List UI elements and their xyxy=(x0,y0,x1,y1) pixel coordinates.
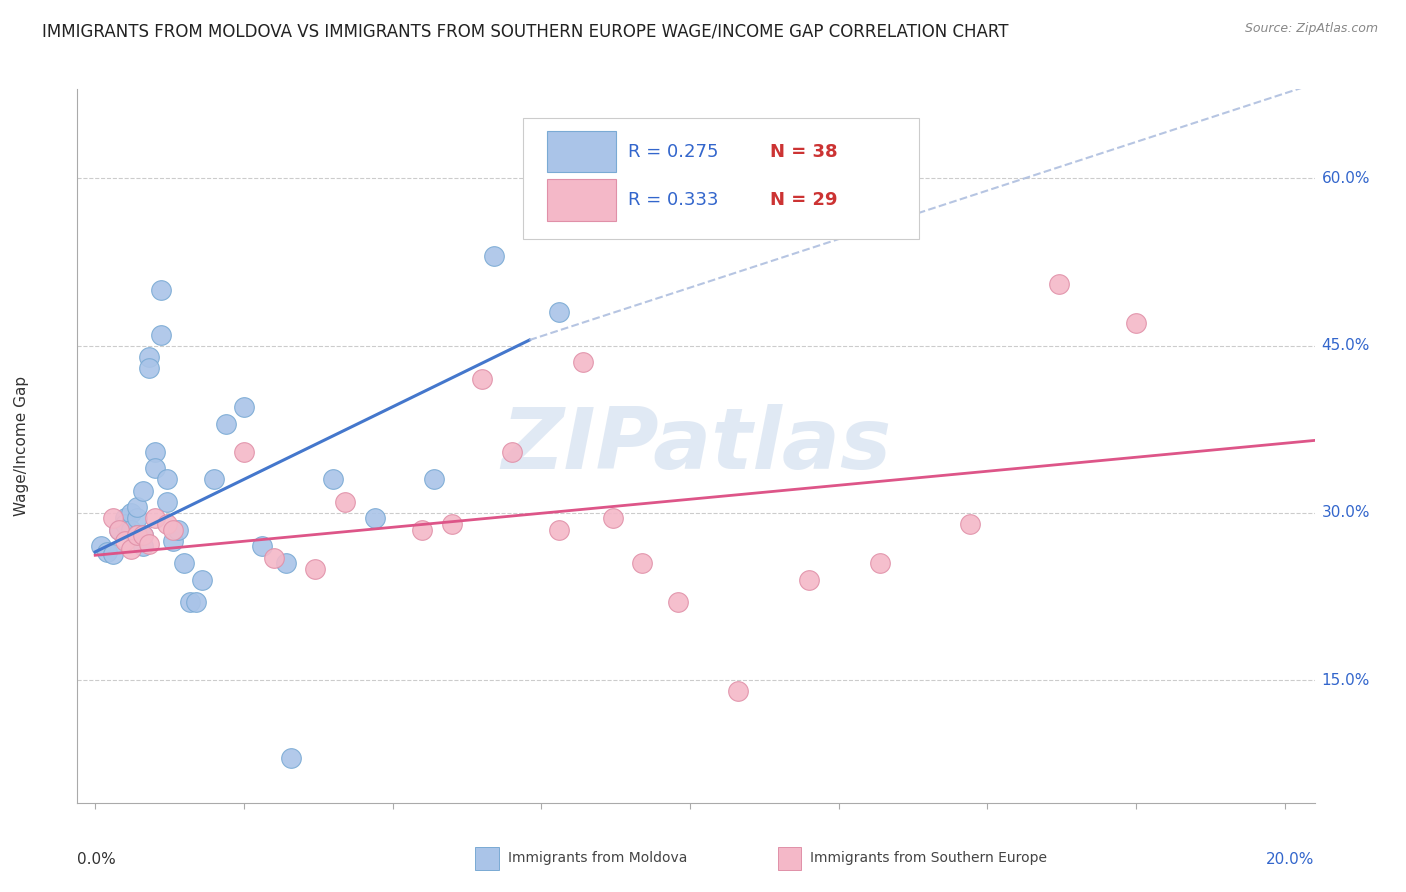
Point xyxy=(471,372,494,386)
Point xyxy=(114,511,136,525)
Point xyxy=(602,511,624,525)
Text: Wage/Income Gap: Wage/Income Gap xyxy=(14,376,28,516)
Point xyxy=(101,511,124,525)
Point xyxy=(280,751,302,765)
Point xyxy=(572,355,595,369)
Point xyxy=(155,494,177,508)
Point xyxy=(143,511,166,525)
Point xyxy=(143,444,166,458)
Point xyxy=(869,556,891,570)
Point xyxy=(125,528,148,542)
Point xyxy=(1125,317,1147,331)
Point xyxy=(125,500,148,515)
Point xyxy=(482,249,505,264)
Text: Immigrants from Moldova: Immigrants from Moldova xyxy=(508,851,688,865)
Point xyxy=(501,444,523,458)
Point xyxy=(333,494,356,508)
Point xyxy=(215,417,238,431)
Point xyxy=(959,517,981,532)
Point xyxy=(250,539,273,553)
FancyBboxPatch shape xyxy=(523,118,918,239)
Point xyxy=(202,472,225,486)
Point xyxy=(173,556,195,570)
Point xyxy=(155,517,177,532)
Point xyxy=(143,461,166,475)
Point xyxy=(364,511,387,525)
Point xyxy=(162,533,184,548)
Point xyxy=(132,539,155,553)
Point xyxy=(167,523,190,537)
Point xyxy=(138,537,160,551)
Point xyxy=(263,550,285,565)
Point xyxy=(149,327,172,342)
Text: 30.0%: 30.0% xyxy=(1322,506,1369,520)
Point xyxy=(101,547,124,561)
Text: 45.0%: 45.0% xyxy=(1322,338,1369,353)
Point xyxy=(125,528,148,542)
Text: IMMIGRANTS FROM MOLDOVA VS IMMIGRANTS FROM SOUTHERN EUROPE WAGE/INCOME GAP CORRE: IMMIGRANTS FROM MOLDOVA VS IMMIGRANTS FR… xyxy=(42,22,1008,40)
Text: R = 0.275: R = 0.275 xyxy=(628,143,718,161)
Point xyxy=(666,595,689,609)
Text: Immigrants from Southern Europe: Immigrants from Southern Europe xyxy=(810,851,1047,865)
Point xyxy=(548,523,571,537)
Text: R = 0.333: R = 0.333 xyxy=(628,191,718,209)
Text: ZIPatlas: ZIPatlas xyxy=(501,404,891,488)
Point xyxy=(96,545,118,559)
FancyBboxPatch shape xyxy=(547,179,616,220)
Text: 15.0%: 15.0% xyxy=(1322,673,1369,688)
Point xyxy=(114,517,136,532)
Point xyxy=(411,523,433,537)
Text: 20.0%: 20.0% xyxy=(1267,852,1315,867)
Point xyxy=(631,556,654,570)
Point xyxy=(108,523,131,537)
Text: N = 29: N = 29 xyxy=(770,191,838,209)
Point xyxy=(191,573,214,587)
Point xyxy=(120,523,142,537)
Text: 60.0%: 60.0% xyxy=(1322,171,1369,186)
Text: Source: ZipAtlas.com: Source: ZipAtlas.com xyxy=(1244,22,1378,36)
Point xyxy=(322,472,344,486)
Point xyxy=(149,283,172,297)
Point xyxy=(132,483,155,498)
Point xyxy=(120,506,142,520)
Point xyxy=(274,556,297,570)
Point xyxy=(132,528,155,542)
FancyBboxPatch shape xyxy=(547,131,616,172)
Text: 0.0%: 0.0% xyxy=(77,852,117,867)
Point xyxy=(727,684,749,698)
Point xyxy=(120,541,142,556)
Point xyxy=(90,539,112,553)
Point xyxy=(162,523,184,537)
Point xyxy=(548,305,571,319)
Point xyxy=(179,595,201,609)
Point xyxy=(138,350,160,364)
Point xyxy=(125,511,148,525)
Point xyxy=(232,444,254,458)
Point xyxy=(423,472,446,486)
Point xyxy=(441,517,464,532)
Point xyxy=(797,573,820,587)
Point xyxy=(138,361,160,376)
Point xyxy=(155,472,177,486)
Point xyxy=(114,533,136,548)
Point xyxy=(1047,277,1070,292)
Point xyxy=(304,562,326,576)
Point xyxy=(132,528,155,542)
Text: N = 38: N = 38 xyxy=(770,143,838,161)
Point xyxy=(186,595,208,609)
Point xyxy=(108,523,131,537)
Point xyxy=(232,400,254,414)
